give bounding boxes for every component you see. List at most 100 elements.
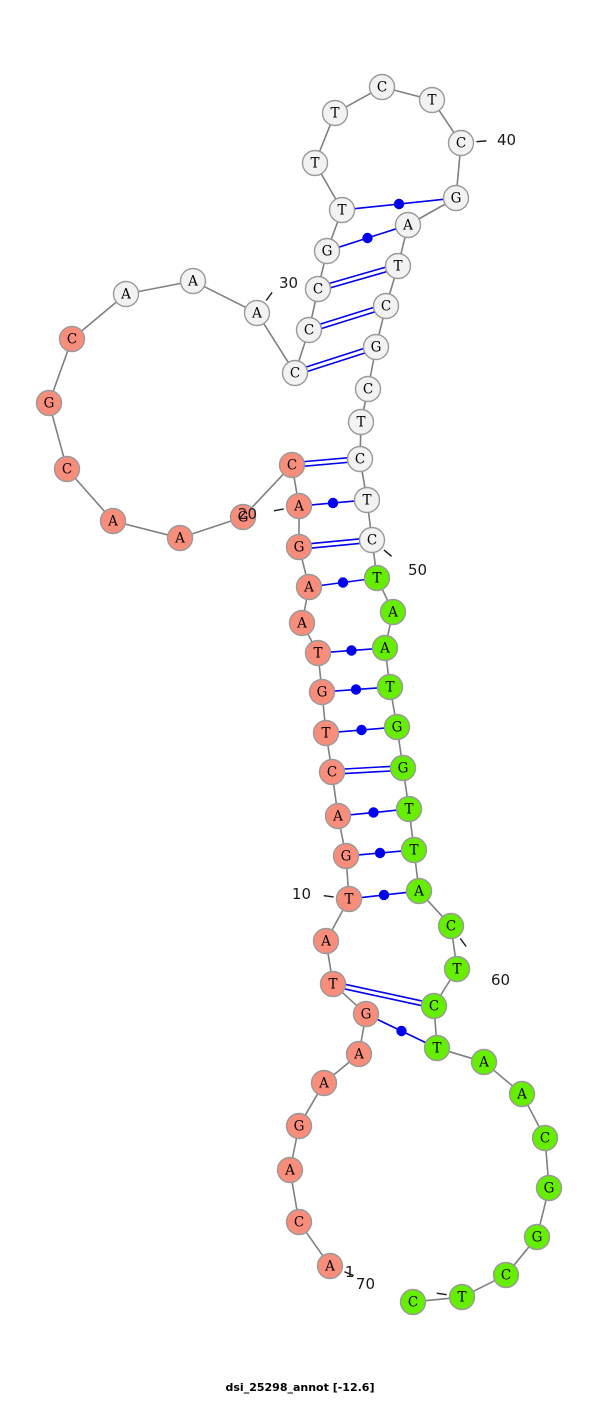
nucleotide-node[interactable]: C xyxy=(318,758,346,786)
nucleotide-node[interactable]: G xyxy=(389,754,417,782)
nucleotide-node[interactable]: A xyxy=(179,267,207,295)
nucleotide-circle xyxy=(345,1040,373,1068)
nucleotide-node[interactable]: A xyxy=(276,1156,304,1184)
backbone-link xyxy=(333,1061,350,1076)
nucleotide-node[interactable]: C xyxy=(281,359,309,387)
nucleotide-node[interactable]: G xyxy=(285,1112,313,1140)
nucleotide-circle xyxy=(346,445,374,473)
nucleotide-circle xyxy=(304,275,332,303)
nucleotide-base-label: A xyxy=(303,580,314,596)
nucleotide-node[interactable]: C xyxy=(358,526,386,554)
nucleotide-node[interactable]: G xyxy=(523,1223,551,1251)
backbone-link xyxy=(322,704,326,721)
nucleotide-circle xyxy=(332,842,360,870)
nucleotide-node[interactable]: A xyxy=(371,634,399,662)
nucleotide-node[interactable]: A xyxy=(99,507,127,535)
nucleotide-node[interactable]: T xyxy=(423,1034,451,1062)
nucleotide-node[interactable]: T xyxy=(312,719,340,747)
nucleotide-node[interactable]: G xyxy=(383,713,411,741)
nucleotide-node[interactable]: G xyxy=(352,1000,380,1028)
nucleotide-node[interactable]: A xyxy=(285,492,313,520)
nucleotide-circle xyxy=(285,1112,313,1140)
nucleotide-circle xyxy=(379,598,407,626)
nucleotide-node[interactable]: A xyxy=(112,280,140,308)
nucleotide-base-label: C xyxy=(456,136,466,152)
nucleotide-node[interactable]: T xyxy=(353,486,381,514)
nucleotide-node[interactable]: T xyxy=(418,86,446,114)
nucleotide-node[interactable]: A xyxy=(312,927,340,955)
nucleotide-node[interactable]: A xyxy=(405,877,433,905)
nucleotide-node[interactable]: T xyxy=(301,149,329,177)
nucleotide-node[interactable]: T xyxy=(363,564,391,592)
nucleotide-node[interactable]: T xyxy=(443,955,471,983)
nucleotide-node[interactable]: C xyxy=(304,275,332,303)
nucleotide-node[interactable]: T xyxy=(335,885,363,913)
nucleotide-node[interactable]: C xyxy=(368,73,396,101)
nucleotide-node[interactable]: G xyxy=(362,333,390,361)
nucleotide-node[interactable]: C xyxy=(399,1288,427,1316)
nucleotide-circle xyxy=(531,1124,559,1152)
nucleotide-node[interactable]: A xyxy=(288,609,316,637)
nucleotide-node[interactable]: G xyxy=(285,533,313,561)
nucleotide-node[interactable]: T xyxy=(376,673,404,701)
nucleotide-node[interactable]: T xyxy=(347,408,375,436)
position-number-label: 30 xyxy=(279,274,298,292)
nucleotide-node[interactable]: C xyxy=(447,129,475,157)
nucleotide-node[interactable]: A xyxy=(295,573,323,601)
nucleotide-base-label: G xyxy=(361,1007,372,1023)
nucleotide-circle xyxy=(316,1252,344,1280)
nucleotide-node[interactable]: A xyxy=(345,1040,373,1068)
nucleotide-base-label: G xyxy=(341,849,352,865)
nucleotide-base-label: G xyxy=(392,720,403,736)
nucleotide-node[interactable]: A xyxy=(316,1252,344,1280)
nucleotide-node[interactable]: G xyxy=(313,237,341,265)
nucleotide-node[interactable]: A xyxy=(394,211,422,239)
nucleotide-node[interactable]: A xyxy=(166,524,194,552)
position-label: 1 xyxy=(344,1263,355,1281)
nucleotide-base-label: A xyxy=(387,605,398,621)
nucleotide-node[interactable]: C xyxy=(531,1124,559,1152)
nucleotide-base-label: T xyxy=(328,977,337,993)
nucleotide-node[interactable]: C xyxy=(295,316,323,344)
nucleotide-node[interactable]: C xyxy=(58,325,86,353)
nucleotide-node[interactable]: G xyxy=(35,389,63,417)
nucleotide-base-label: A xyxy=(324,1259,335,1275)
nucleotide-circle xyxy=(394,211,422,239)
nucleotide-node[interactable]: T xyxy=(328,196,356,224)
nucleotide-node[interactable]: T xyxy=(304,639,332,667)
nucleotide-node[interactable]: G xyxy=(442,184,470,212)
nucleotide-node[interactable]: A xyxy=(243,299,271,327)
nucleotide-node[interactable]: C xyxy=(285,1208,313,1236)
nucleotide-node[interactable]: T xyxy=(395,795,423,823)
nucleotide-node[interactable]: T xyxy=(319,970,347,998)
nucleotide-base-label: G xyxy=(544,1181,555,1197)
nucleotide-node[interactable]: A xyxy=(470,1048,498,1076)
nucleotide-node[interactable]: G xyxy=(308,678,336,706)
nucleotide-node[interactable]: C xyxy=(354,375,382,403)
nucleotide-node[interactable]: C xyxy=(278,451,306,479)
nucleotide-node[interactable]: A xyxy=(379,598,407,626)
nucleotide-node[interactable]: G xyxy=(332,842,360,870)
nucleotide-node[interactable]: G xyxy=(229,503,257,531)
nucleotide-node[interactable]: T xyxy=(400,836,428,864)
position-number-label: 1 xyxy=(345,1263,355,1281)
nucleotide-node[interactable]: C xyxy=(420,992,448,1020)
nucleotide-node[interactable]: A xyxy=(508,1080,536,1108)
nucleotide-circle xyxy=(229,503,257,531)
nucleotide-node[interactable]: A xyxy=(310,1069,338,1097)
nucleotide-node[interactable]: C xyxy=(53,455,81,483)
nucleotide-node[interactable]: C xyxy=(372,292,400,320)
nucleotide-node[interactable]: C xyxy=(346,445,374,473)
nucleotide-node[interactable]: T xyxy=(321,99,349,127)
nucleotide-node[interactable]: T xyxy=(448,1283,476,1311)
nucleotide-node[interactable]: C xyxy=(492,1261,520,1289)
nucleotide-circle xyxy=(278,451,306,479)
nucleotide-circle xyxy=(470,1048,498,1076)
nucleotide-node[interactable]: T xyxy=(384,252,412,280)
nucleotide-circle xyxy=(328,196,356,224)
nucleotide-node[interactable]: C xyxy=(437,912,465,940)
nucleotide-node[interactable]: G xyxy=(535,1174,563,1202)
nucleotide-node[interactable]: A xyxy=(324,802,352,830)
basepair-dot-icon xyxy=(356,724,367,736)
